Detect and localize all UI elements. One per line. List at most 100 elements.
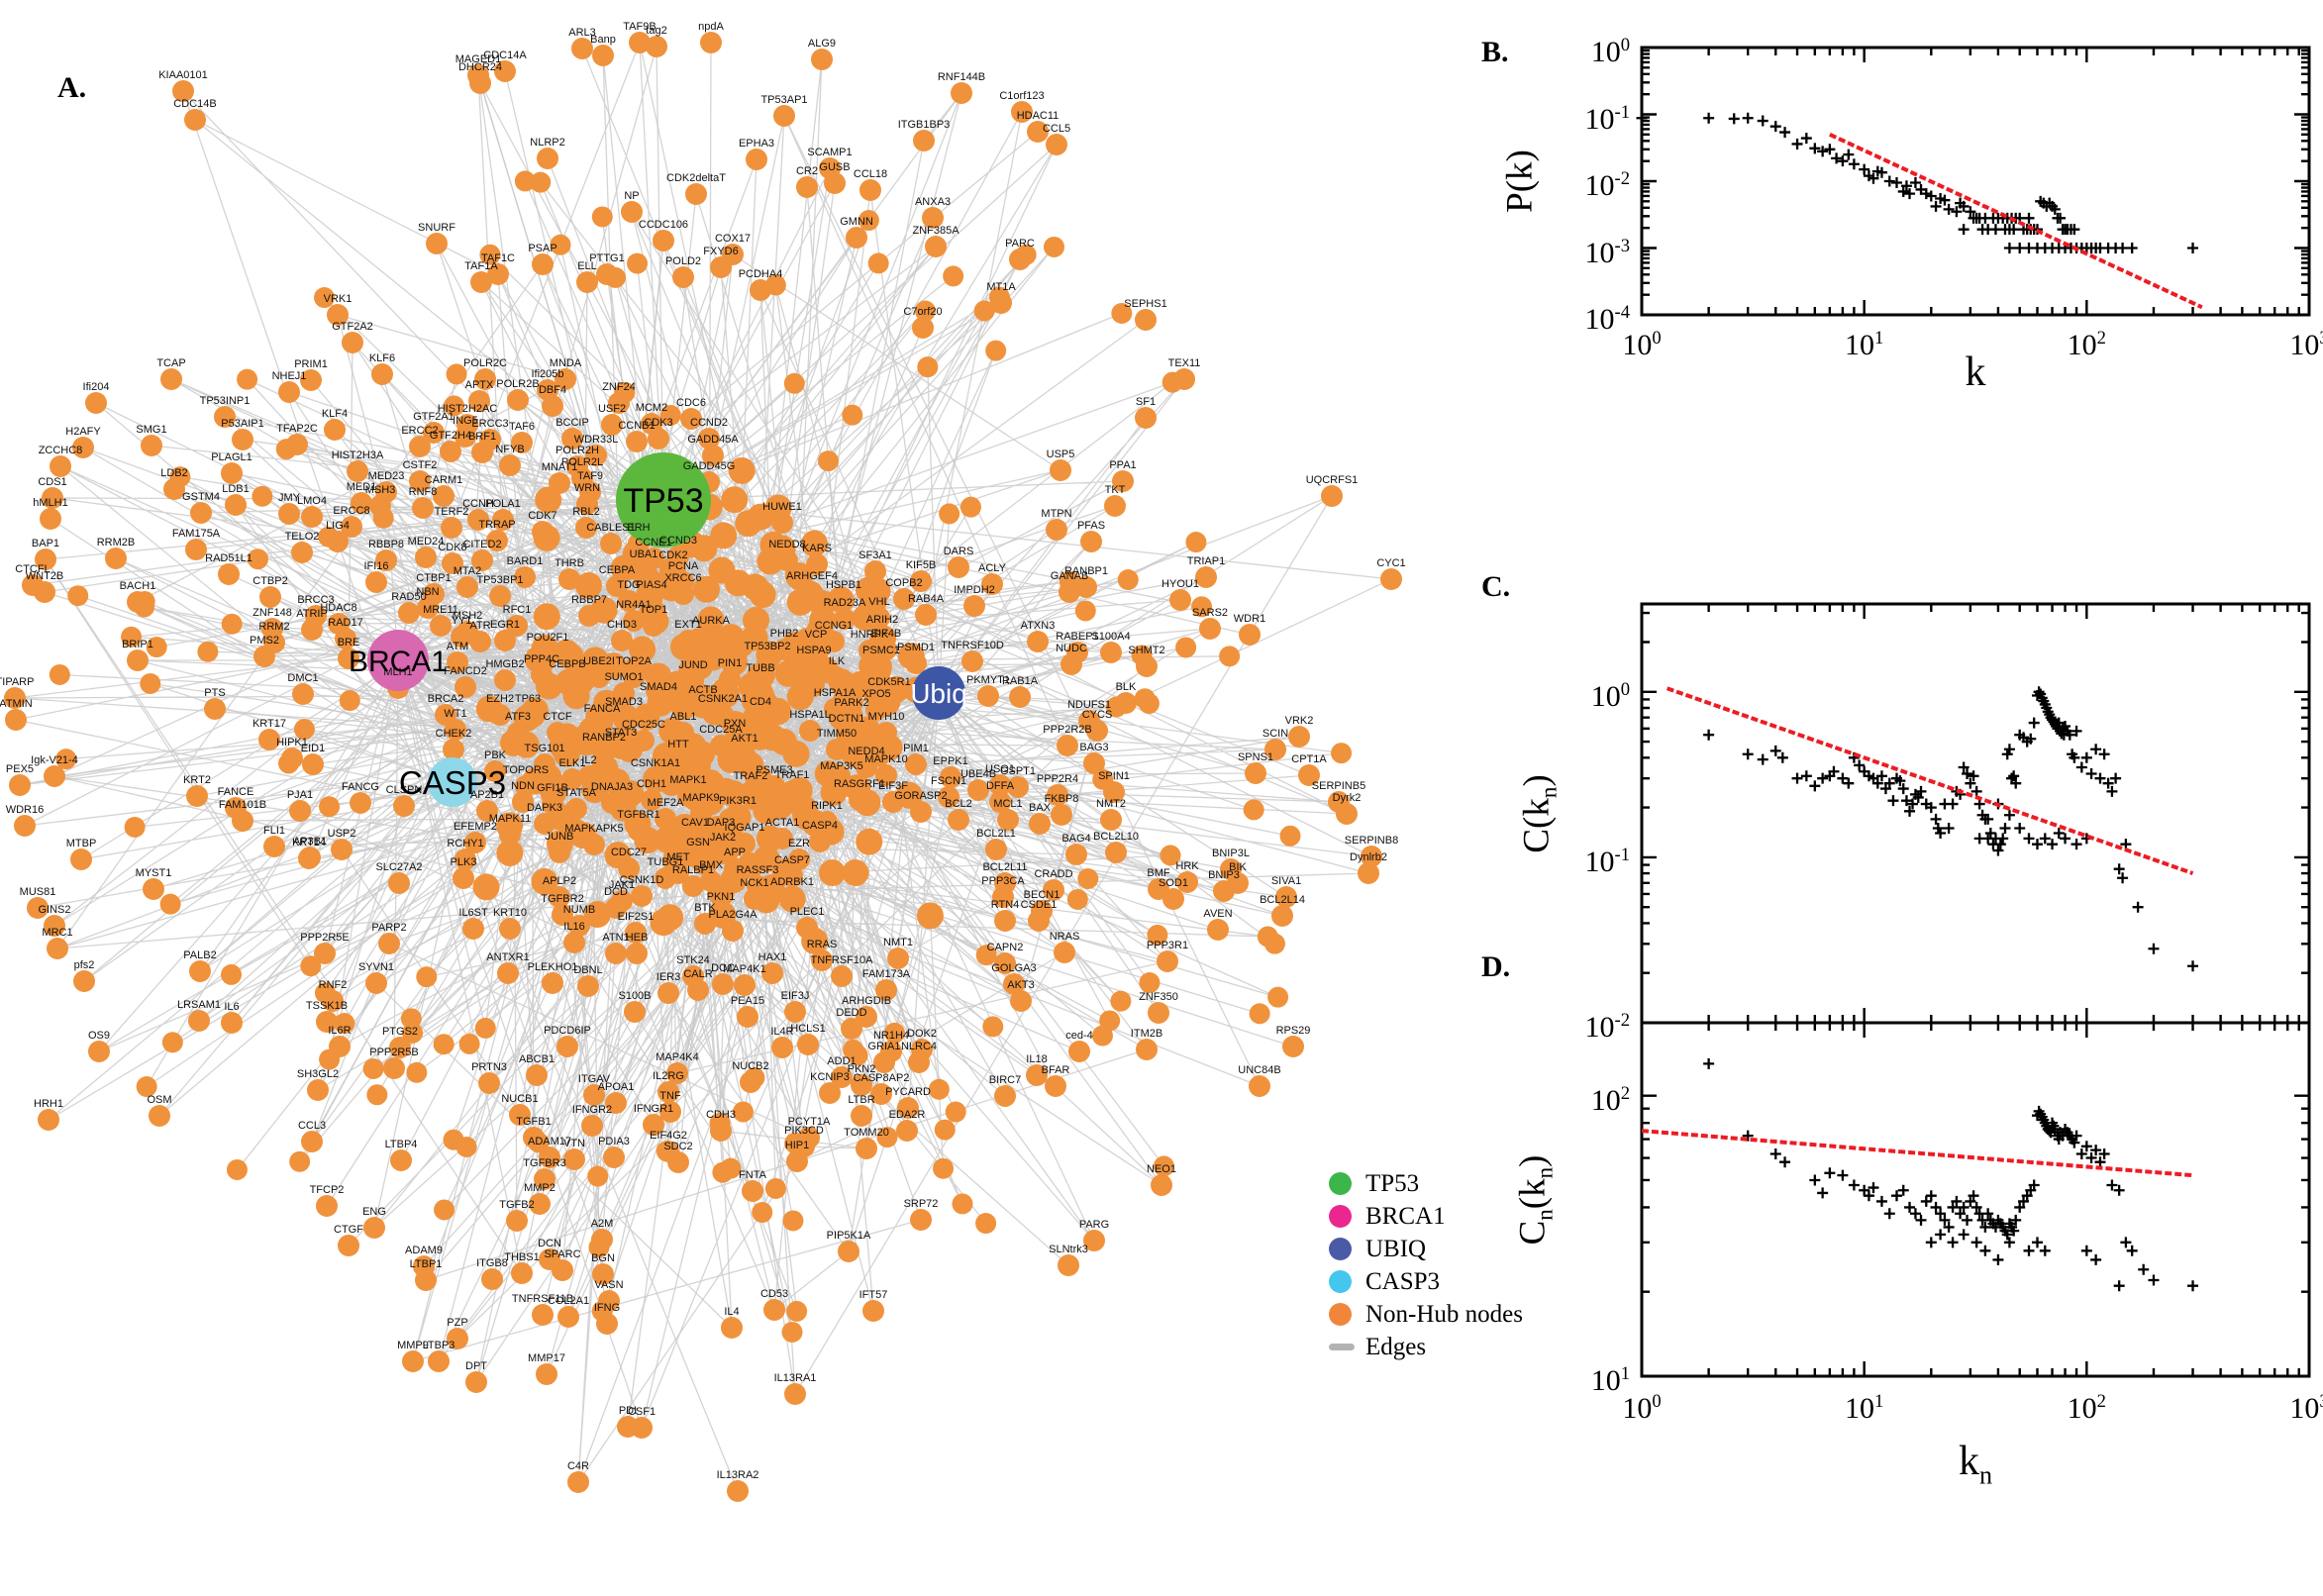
network-node [771,512,793,534]
network-node-label: CDK2deltaT [666,172,726,184]
network-node [782,740,810,767]
network-node [803,655,825,677]
network-node [784,1001,806,1023]
network-node-label: DAP3 [707,817,736,829]
network-node-label: GSTM4 [182,491,220,503]
network-node-label: SLNtrk3 [1049,1244,1088,1255]
network-node-label: PYCARD [885,1086,931,1098]
network-node [479,429,501,450]
legend-item-nonhub: Non-Hub nodes [1329,1301,1523,1328]
network-node-label: MYH10 [868,711,905,723]
network-node [324,419,346,441]
network-node-label: IL4R [770,1026,793,1038]
network-node-label: TIMM50 [817,728,857,740]
network-node-label: HIST2H3A [332,449,384,461]
network-node-label: STK24 [676,954,710,966]
network-node [1058,1254,1079,1276]
network-node [563,932,585,953]
network-node-label: RABEP1 [1056,631,1098,643]
network-node-label: GUSB [819,161,850,173]
network-node [458,1033,480,1054]
network-node-label: AKT3 [1007,979,1035,991]
network-node-label: PIK3CD [784,1125,824,1137]
network-node-label: POLR2H [556,445,599,456]
network-node [140,672,161,694]
network-node [1105,842,1127,863]
network-node [824,698,846,720]
network-node [531,664,553,686]
network-node [727,806,749,828]
network-node-label: NEDD4 [848,746,884,757]
network-node-label: USF2 [598,403,626,415]
network-node [1027,631,1049,652]
network-node [851,1074,872,1096]
network-node [365,571,387,593]
network-node [533,603,560,631]
network-node-label: GINS2 [38,904,70,916]
network-node-label: NEDD8 [768,539,805,550]
network-node [875,722,897,744]
network-node [549,472,570,494]
network-node-label: CASP8AP2 [854,1072,910,1084]
network-node [1100,809,1122,831]
network-node [531,867,558,895]
network-node [610,738,632,759]
network-node [447,1328,468,1349]
axis-ticks [1640,604,2311,1025]
network-node [1059,581,1080,603]
network-node-label: TP53BP1 [476,574,523,586]
network-node-label: SERPINB8 [1345,835,1398,847]
network-node [621,201,643,223]
network-node [489,704,511,726]
network-node [623,610,645,632]
network-node-label: GADD45G [683,460,736,472]
y-tick-label: 100 [1590,678,1630,713]
network-node [1099,1010,1121,1032]
network-node [465,1371,487,1393]
network-node [643,615,664,637]
network-node-label: ITGB1BP3 [898,119,951,131]
network-node [750,707,771,729]
network-node-label: CCND3 [659,535,697,547]
network-node [1288,726,1310,748]
network-node-label: TP53BP2 [744,641,790,652]
network-node-label: MTA2 [454,565,482,577]
network-node-label: CHEK2 [436,728,472,740]
network-node [933,1157,955,1179]
network-node [549,842,570,863]
network-node-label: BRIP1 [122,639,153,650]
network-node [603,767,631,795]
network-node-label: TUBG1 [648,856,684,868]
network-node [574,572,602,600]
network-node [583,834,605,855]
network-node-label: PSMD1 [897,642,935,653]
network-node-label: CDC14B [173,98,216,110]
network-node [445,719,466,741]
network-node [985,340,1007,361]
network-node [720,1157,742,1179]
network-node-label: SRP72 [904,1198,939,1210]
network-node-label: RAB1A [1002,675,1039,687]
hub-label-tp53: TP53 [623,482,703,520]
network-node [667,749,689,771]
scatter-points [1703,1057,2199,1292]
network-node [1185,532,1207,553]
network-node [842,858,869,886]
network-node-label: MAPK11 [489,813,532,825]
network-node [186,785,208,807]
network-node-label: BRE [338,637,360,648]
network-node [1249,1003,1270,1025]
network-node-label: CDK7 [528,510,556,522]
network-node [121,626,143,648]
network-node [788,848,810,870]
y-tick-label: 100 [1590,35,1630,68]
legend-item-ubiq: UBIQ [1329,1236,1523,1262]
network-node-label: BAP1 [32,538,59,549]
network-node-label: NLRP2 [530,137,564,149]
network-node-label: IL6R [328,1025,351,1037]
network-node [1054,942,1075,963]
network-node-label: CDS1 [38,476,66,488]
network-node [710,735,732,756]
network-node [550,234,571,255]
network-node-label: PPP3R1 [1147,940,1188,951]
